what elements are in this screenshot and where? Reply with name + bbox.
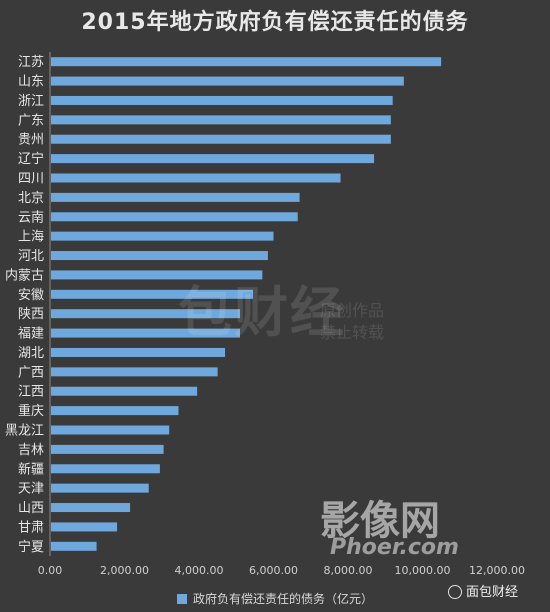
bar xyxy=(51,251,268,261)
x-tick-label: 0.00 xyxy=(38,564,63,577)
bar xyxy=(51,76,404,86)
watermark-bottom-url: Phoer.com xyxy=(330,535,459,560)
category-label: 广西 xyxy=(18,365,44,380)
x-tick-label: 8,000.00 xyxy=(324,564,373,577)
bar xyxy=(51,503,131,513)
bar xyxy=(51,134,391,144)
category-label: 甘肃 xyxy=(18,520,44,535)
category-label: 北京 xyxy=(18,191,44,206)
x-tick-label: 2,000.00 xyxy=(100,564,149,577)
bar xyxy=(51,212,298,222)
bar xyxy=(51,541,97,551)
category-label: 浙江 xyxy=(18,94,44,109)
bar xyxy=(51,367,218,377)
bar xyxy=(51,464,160,474)
watermark-center-note: 原创作品 禁止转载 xyxy=(320,300,384,344)
category-label: 吉林 xyxy=(18,443,44,458)
bar xyxy=(51,154,375,164)
legend-swatch xyxy=(176,594,187,604)
category-label: 内蒙古 xyxy=(5,267,44,283)
bar xyxy=(51,425,170,435)
bar xyxy=(51,309,240,319)
legend-label: 政府负有偿还责任的债务（亿元） xyxy=(192,592,373,606)
brand-label: 面包财经 xyxy=(466,585,519,600)
x-tick-label: 6,000.00 xyxy=(249,564,298,577)
wechat-icon xyxy=(448,585,462,599)
bar xyxy=(51,386,198,396)
chart-title: 2015年地方政府负有偿还责任的债务 xyxy=(81,10,469,35)
category-label: 江苏 xyxy=(18,54,44,70)
watermark-center: 包财经 xyxy=(178,281,346,344)
category-label: 天津 xyxy=(18,482,44,497)
category-label: 山西 xyxy=(18,501,44,516)
x-tick-label: 4,000.00 xyxy=(175,564,224,577)
chart-legend: 政府负有偿还责任的债务（亿元） xyxy=(0,590,550,607)
bar xyxy=(51,57,442,67)
watermark-note-line1: 原创作品 xyxy=(320,301,385,320)
category-label: 江西 xyxy=(18,385,44,400)
x-tick-label: 12,000.00 xyxy=(469,564,525,577)
bar xyxy=(51,115,391,125)
category-label: 新疆 xyxy=(18,461,44,477)
category-label: 陕西 xyxy=(18,307,44,322)
bar xyxy=(51,173,341,183)
category-label: 河北 xyxy=(18,249,44,264)
category-label: 湖北 xyxy=(18,346,44,361)
category-label: 上海 xyxy=(18,230,44,245)
bar xyxy=(51,347,226,357)
bar xyxy=(51,522,118,532)
category-label: 四川 xyxy=(18,172,44,187)
category-label: 山东 xyxy=(18,75,44,90)
category-label: 云南 xyxy=(18,209,44,225)
bar xyxy=(51,270,263,280)
category-label: 福建 xyxy=(18,327,44,342)
bar xyxy=(51,231,274,241)
watermark-bottom: 影像网 xyxy=(320,498,440,544)
watermark-note-line2: 禁止转载 xyxy=(320,323,385,342)
category-label: 宁夏 xyxy=(18,539,44,555)
category-label: 贵州 xyxy=(18,133,44,148)
bar xyxy=(51,95,393,105)
bar xyxy=(51,328,240,338)
bar xyxy=(51,192,300,202)
x-tick-label: 10,000.00 xyxy=(395,564,451,577)
bar xyxy=(51,444,164,454)
category-label: 黑龙江 xyxy=(5,424,44,439)
category-label: 安徽 xyxy=(18,288,44,303)
category-label: 广东 xyxy=(18,113,44,128)
brand-mark: 面包财经 xyxy=(448,581,518,600)
bar xyxy=(51,289,254,299)
category-label: 辽宁 xyxy=(18,151,44,167)
category-label: 重庆 xyxy=(18,403,44,419)
bar xyxy=(51,483,149,493)
bar xyxy=(51,406,179,416)
